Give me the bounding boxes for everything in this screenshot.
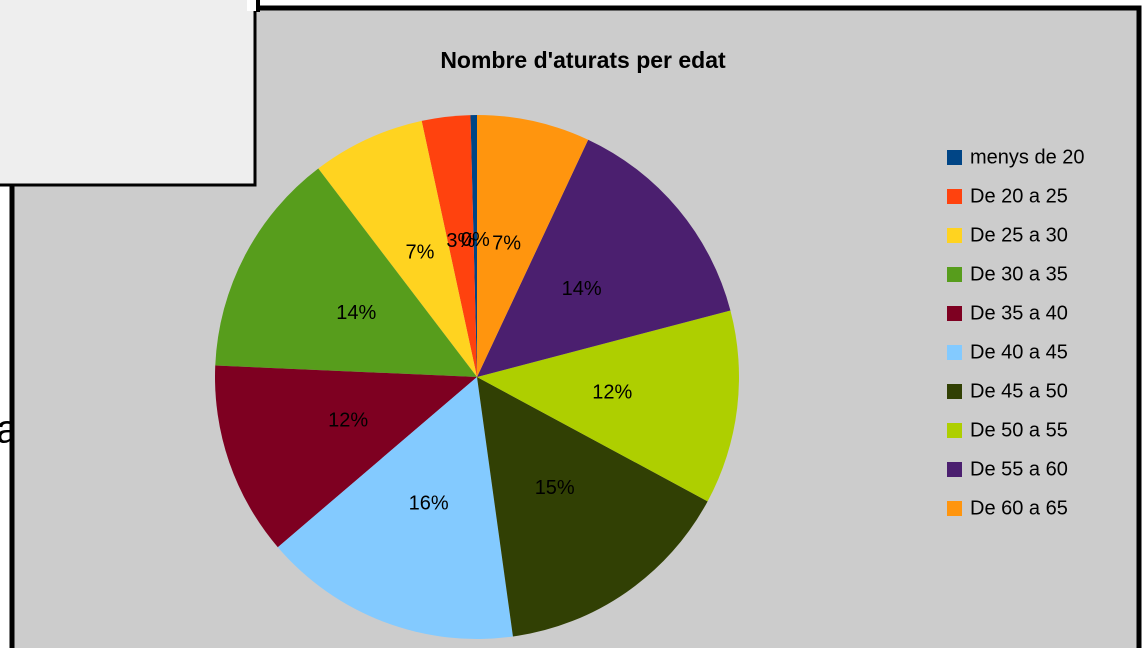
overlay-panel — [0, 0, 257, 187]
legend-swatch — [947, 501, 962, 516]
data-label: 12% — [328, 410, 368, 432]
data-label: 12% — [592, 381, 632, 403]
pie-slice — [477, 115, 589, 377]
pie-slice — [318, 120, 477, 377]
pie-slice — [477, 377, 708, 637]
legend-label: De 35 a 40 — [970, 302, 1068, 324]
legend-swatch — [947, 306, 962, 321]
overlay-gap — [247, 0, 257, 11]
data-label: 7% — [492, 232, 521, 254]
legend-label: De 40 a 45 — [970, 341, 1068, 363]
data-label: 14% — [562, 278, 602, 300]
pie-slice — [470, 115, 477, 377]
data-label: 15% — [535, 477, 575, 499]
legend-label: De 55 a 60 — [970, 458, 1068, 480]
legend-swatch — [947, 228, 962, 243]
pie-slice — [215, 168, 478, 377]
legend-swatch — [947, 462, 962, 477]
pie-slice — [477, 139, 731, 377]
legend-swatch — [947, 267, 962, 282]
legend-swatch — [947, 189, 962, 204]
legend-label: menys de 20 — [970, 146, 1085, 168]
data-label: 7% — [406, 242, 435, 264]
legend-swatch — [947, 423, 962, 438]
pie-slice — [215, 365, 477, 548]
legend: menys de 20 De 20 a 25 De 25 a 30 De 30 a 3… — [947, 146, 1085, 519]
legend-label: De 45 a 50 — [970, 380, 1068, 402]
legend-swatch — [947, 384, 962, 399]
chart-title: Nombre d'aturats per edat — [440, 47, 726, 73]
data-label: 3% — [446, 230, 475, 252]
legend-swatch — [947, 345, 962, 360]
legend-label: De 20 a 25 — [970, 185, 1068, 207]
legend-label: De 60 a 65 — [970, 497, 1068, 519]
data-label: 0% — [461, 229, 490, 251]
data-label: 16% — [409, 493, 449, 515]
legend-label: De 50 a 55 — [970, 419, 1068, 441]
pie: 0%3% 7% 14% 12% 16% 15% 12% 14% 7% — [215, 115, 740, 640]
legend-swatch — [947, 150, 962, 165]
pie-slice — [477, 310, 740, 502]
data-label: 14% — [336, 302, 376, 324]
legend-label: De 25 a 30 — [970, 224, 1068, 246]
legend-label: De 30 a 35 — [970, 263, 1068, 285]
pie-slice — [421, 115, 477, 377]
pie-slice — [277, 377, 513, 640]
